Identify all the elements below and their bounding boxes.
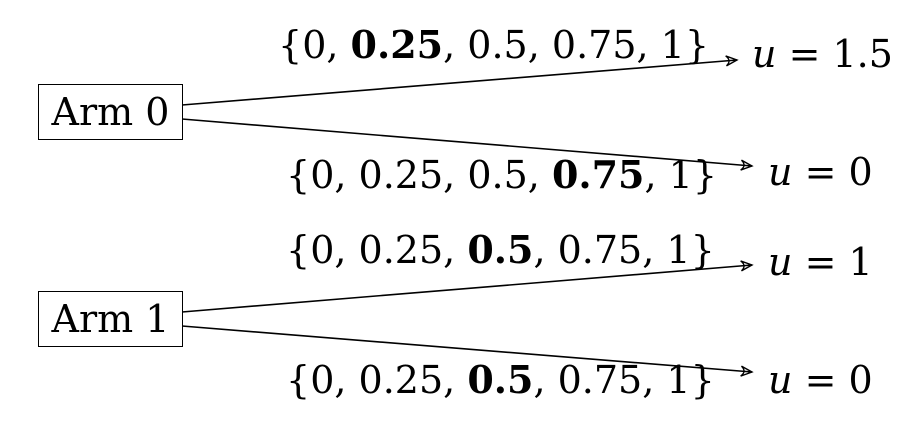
- set-value: 0.75: [557, 228, 643, 272]
- set-label-arm0-upper: {0, 0.25, 0.5, 0.75, 1}: [278, 22, 710, 68]
- utility-label-arm1-lower: u = 0: [768, 358, 873, 402]
- utility-variable: u: [768, 240, 793, 284]
- selected-set-value: 0.5: [467, 227, 534, 272]
- utility-variable: u: [768, 358, 793, 402]
- utility-value: 1.5: [832, 32, 893, 76]
- set-value: 0.25: [358, 228, 444, 272]
- set-label-arm0-lower: {0, 0.25, 0.5, 0.75, 1}: [286, 152, 718, 198]
- utility-value: 0: [848, 150, 873, 194]
- edge-arm1-lower: [181, 325, 754, 377]
- utility-variable: u: [768, 150, 793, 194]
- set-value: 1: [660, 23, 685, 67]
- edge-arm0-upper: [181, 55, 739, 106]
- set-value: 0: [310, 153, 335, 197]
- set-value: 0.75: [557, 358, 643, 402]
- set-value: 0.25: [358, 358, 444, 402]
- set-value: 1: [666, 358, 691, 402]
- edge-arm0-lower: [181, 118, 754, 171]
- arm-0-node: Arm 0: [38, 84, 183, 140]
- utility-label-arm1-upper: u = 1: [768, 240, 873, 284]
- set-label-arm1-lower: {0, 0.25, 0.5, 0.75, 1}: [286, 357, 715, 403]
- selected-set-value: 0.25: [350, 22, 444, 67]
- edge-arm1-upper: [181, 260, 754, 313]
- set-value: 0: [310, 228, 335, 272]
- selected-set-value: 0.75: [551, 152, 645, 197]
- set-value: 0.5: [467, 153, 528, 197]
- selected-set-value: 0.5: [467, 357, 534, 402]
- set-value: 0.25: [358, 153, 444, 197]
- set-value: 0.75: [551, 23, 637, 67]
- arm-1-node: Arm 1: [38, 291, 183, 347]
- set-label-arm1-upper: {0, 0.25, 0.5, 0.75, 1}: [286, 227, 715, 273]
- utility-value: 0: [848, 358, 873, 402]
- set-value: 0.5: [467, 23, 528, 67]
- utility-variable: u: [752, 32, 777, 76]
- utility-value: 1: [848, 240, 873, 284]
- utility-label-arm0-lower: u = 0: [768, 150, 873, 194]
- set-value: 0: [302, 23, 327, 67]
- set-value: 0: [310, 358, 335, 402]
- set-value: 1: [668, 153, 693, 197]
- set-value: 1: [666, 228, 691, 272]
- utility-label-arm0-upper: u = 1.5: [752, 32, 893, 76]
